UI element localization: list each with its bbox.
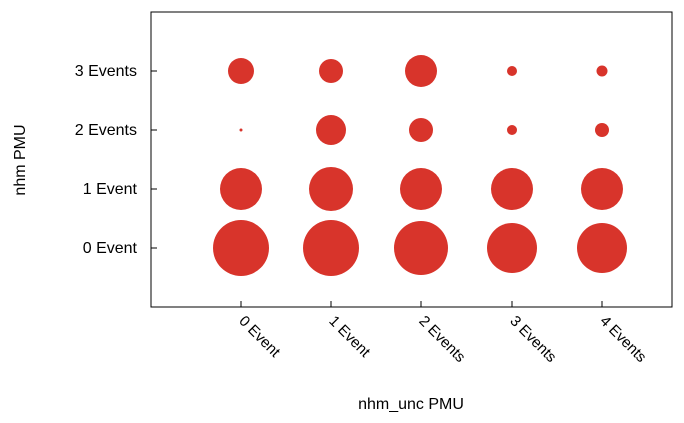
y-axis-title: nhm PMU — [12, 124, 29, 195]
x-axis-title: nhm_unc PMU — [358, 396, 464, 413]
x-tick-label: 0 Event — [235, 313, 284, 362]
y-tick-label: 1 Event — [83, 181, 138, 198]
x-axis-tick-labels: 0 Event 1 Event 2 Events 3 Events 4 Events — [235, 313, 649, 366]
bubble-point — [303, 220, 359, 276]
bubble-point — [394, 221, 448, 275]
bubble-point — [409, 118, 433, 142]
bubble-point — [596, 65, 608, 77]
bubble-point — [400, 168, 442, 210]
y-tick-label: 2 Events — [75, 122, 137, 139]
x-axis-ticks — [240, 301, 603, 307]
x-tick-label: 1 Event — [325, 313, 374, 362]
bubble-point — [487, 223, 537, 273]
bubble-point — [316, 115, 346, 145]
bubble-point — [319, 59, 343, 83]
y-tick-label: 3 Events — [75, 63, 137, 80]
bubble-point — [491, 168, 533, 210]
bubble-point — [581, 168, 623, 210]
bubble-point — [577, 223, 627, 273]
bubble-point — [228, 58, 254, 84]
bubble-point — [507, 66, 517, 76]
bubble-point — [405, 55, 437, 87]
bubble-layer — [213, 55, 627, 276]
y-tick-label: 0 Event — [83, 240, 138, 257]
x-tick-label: 3 Events — [506, 313, 559, 366]
bubble-point — [239, 128, 243, 132]
bubble-point — [213, 220, 269, 276]
plot-frame — [150, 11, 673, 308]
bubble-point — [220, 168, 262, 210]
y-axis-ticks — [151, 70, 157, 249]
bubble-point — [309, 167, 353, 211]
x-tick-label: 2 Events — [415, 313, 468, 366]
bubble-point — [595, 123, 609, 137]
x-tick-label: 4 Events — [596, 313, 649, 366]
bubble-point — [507, 125, 517, 135]
y-axis-tick-labels: 0 Event 1 Event 2 Events 3 Events — [75, 63, 138, 257]
